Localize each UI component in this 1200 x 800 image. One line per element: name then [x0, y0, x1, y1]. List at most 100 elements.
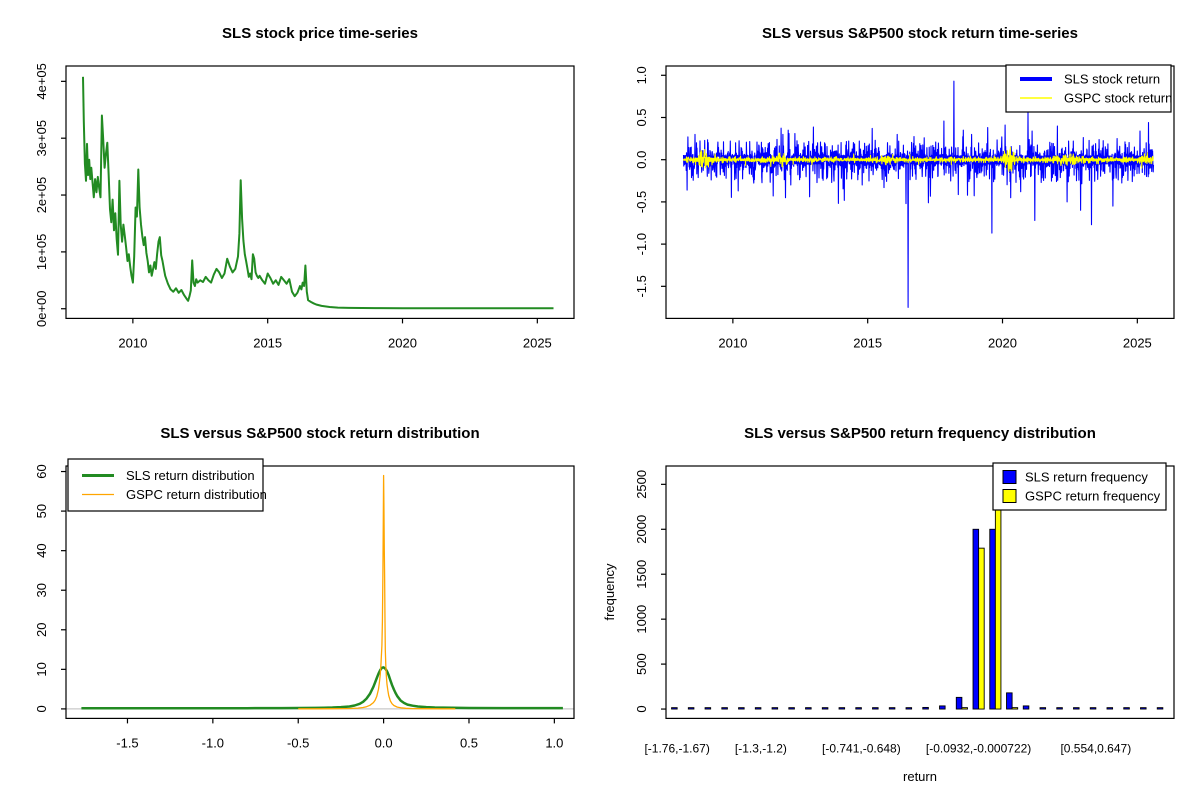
legend-label: GSPC return distribution	[126, 487, 267, 502]
bar-sls-return-frequency	[855, 707, 862, 710]
bar-sls-return-frequency	[805, 707, 812, 710]
bar-sls-return-frequency	[1140, 707, 1147, 710]
bar-sls-return-frequency	[1006, 692, 1013, 710]
bin-label: [-0.741,-0.648)	[822, 741, 901, 755]
bin-label: [-1.76,-1.67)	[644, 741, 709, 755]
panel-return-distribution: SLS versus S&P500 stock return distribut…	[0, 400, 600, 800]
panel-return-timeseries-svg: SLS versus S&P500 stock return time-seri…	[634, 25, 1175, 350]
bar-sls-return-frequency	[754, 707, 762, 710]
bar-sls-return-frequency	[721, 707, 728, 710]
x-tick-label: 0.5	[460, 735, 478, 750]
legend-square-swatch	[1002, 470, 1017, 484]
bar-sls-return-frequency	[1123, 707, 1130, 710]
y-tick-label: -0.5	[634, 191, 649, 213]
bar-sls-return-frequency	[738, 707, 745, 710]
y-tick-label: 0	[34, 705, 49, 712]
x-tick-label: -0.5	[287, 735, 309, 750]
plot-area	[82, 76, 554, 310]
bar-sls-return-frequency	[955, 696, 963, 710]
x-tick-label: 2025	[523, 335, 552, 350]
bar-gspc-return-frequency	[961, 707, 968, 710]
x-tick-label: 2020	[988, 335, 1017, 350]
legend-label: GSPC stock return	[1064, 91, 1172, 106]
bin-label: [-0.0932,-0.000722)	[926, 741, 1031, 755]
x-tick-label: 2015	[253, 335, 282, 350]
panel-title: SLS versus S&P500 stock return distribut…	[160, 425, 479, 442]
y-axis-label: frequency	[602, 563, 617, 621]
bar-sls-return-frequency	[1022, 705, 1030, 710]
y-tick-label: 2000	[634, 515, 649, 544]
y-tick-label: 20	[34, 623, 49, 637]
plot-area	[682, 80, 1155, 308]
bar-gspc-return-frequency	[978, 547, 985, 710]
panel-return-frequency: SLS versus S&P500 return frequency distr…	[600, 400, 1200, 800]
legend-label: SLS return frequency	[1025, 470, 1148, 485]
y-tick-label: 30	[34, 583, 49, 597]
y-tick-label: 0e+00	[34, 290, 49, 327]
bar-sls-return-frequency	[687, 707, 695, 710]
panel-title: SLS versus S&P500 stock return time-seri…	[762, 25, 1078, 42]
y-tick-label: 4e+05	[34, 63, 49, 100]
bar-sls-return-frequency	[671, 707, 678, 710]
bar-sls-return-frequency	[1156, 707, 1164, 710]
x-tick-label: 0.0	[375, 735, 393, 750]
panel-return-distribution-svg: SLS versus S&P500 stock return distribut…	[34, 425, 575, 750]
y-tick-label: -1.0	[634, 233, 649, 255]
bar-sls-return-frequency	[939, 705, 946, 710]
legend-label: GSPC return frequency	[1025, 489, 1161, 504]
y-tick-label: 10	[34, 662, 49, 676]
return-distribution-layer: -1.5 -1.0 -0.5 0.0 0.5 1.0 0 10 20 30 40 50 60 SLS re…	[34, 458, 575, 750]
plot-area	[671, 466, 1164, 710]
y-tick-label: 50	[34, 504, 49, 518]
panel-return-frequency-svg: SLS versus S&P500 return frequency distr…	[602, 425, 1175, 784]
y-tick-label: 2500	[634, 470, 649, 499]
y-tick-label: 500	[634, 653, 649, 675]
legend-box	[992, 462, 1167, 511]
legend-square-swatch	[1002, 489, 1017, 503]
bar-sls-return-frequency	[872, 707, 879, 710]
x-tick-label: 2010	[118, 335, 147, 350]
plot-box	[65, 465, 575, 719]
bar-sls-return-frequency	[905, 707, 913, 710]
x-tick-label: 2015	[853, 335, 882, 350]
x-tick-label: 2010	[718, 335, 747, 350]
y-tick-label: 0.5	[634, 108, 649, 126]
return-timeseries-layer: 2010 2015 2020 2025 1.0 0.5 0.0 -0.5 -1.0 -1.5 SLS…	[634, 64, 1175, 350]
bar-sls-return-frequency	[821, 707, 829, 710]
legend-label: SLS stock return	[1064, 72, 1160, 87]
y-tick-label: 1000	[634, 605, 649, 634]
bar-gspc-return-frequency	[1011, 707, 1019, 710]
y-tick-label: 2e+05	[34, 177, 49, 214]
y-tick-label: 40	[34, 543, 49, 557]
x-tick-label: 2020	[388, 335, 417, 350]
plot-box	[665, 65, 1175, 319]
bar-sls-return-frequency	[888, 707, 896, 710]
series-sls-stock-price	[82, 76, 554, 310]
y-tick-label: 0.0	[634, 151, 649, 169]
y-tick-label: 60	[34, 464, 49, 478]
bar-gspc-return-frequency	[994, 466, 1002, 710]
plot-area	[66, 474, 574, 710]
legend-label: SLS return distribution	[126, 468, 255, 483]
bin-label: [0.554,0.647)	[1060, 741, 1131, 755]
series-gspc-stock-return	[682, 146, 1154, 172]
series-sls-stock-return	[682, 80, 1155, 308]
y-tick-label: 3e+05	[34, 120, 49, 157]
y-tick-label: 1e+05	[34, 234, 49, 271]
bar-sls-return-frequency	[972, 528, 980, 710]
price-chart-layer: 2010 2015 2020 2025 0e+00 1e+05 2e+05 3e+05 4e+0…	[34, 63, 575, 350]
y-tick-label: 1500	[634, 560, 649, 589]
bar-sls-return-frequency	[1056, 707, 1063, 710]
panel-price: SLS stock price time-series 2010 2015 2020…	[0, 0, 600, 400]
legend-box	[1005, 64, 1172, 113]
panel-title: SLS versus S&P500 return frequency distr…	[744, 425, 1096, 442]
bar-sls-return-frequency	[1089, 707, 1097, 710]
x-axis-label: return	[903, 769, 937, 784]
series-sls-return-distribution	[81, 666, 563, 710]
panel-price-svg: SLS stock price time-series 2010 2015 2020…	[34, 25, 575, 350]
y-tick-label: -1.5	[634, 275, 649, 297]
bar-sls-return-frequency	[771, 707, 779, 710]
bar-sls-return-frequency	[1073, 707, 1080, 710]
x-tick-label: 1.0	[545, 735, 563, 750]
bar-sls-return-frequency	[704, 707, 712, 710]
